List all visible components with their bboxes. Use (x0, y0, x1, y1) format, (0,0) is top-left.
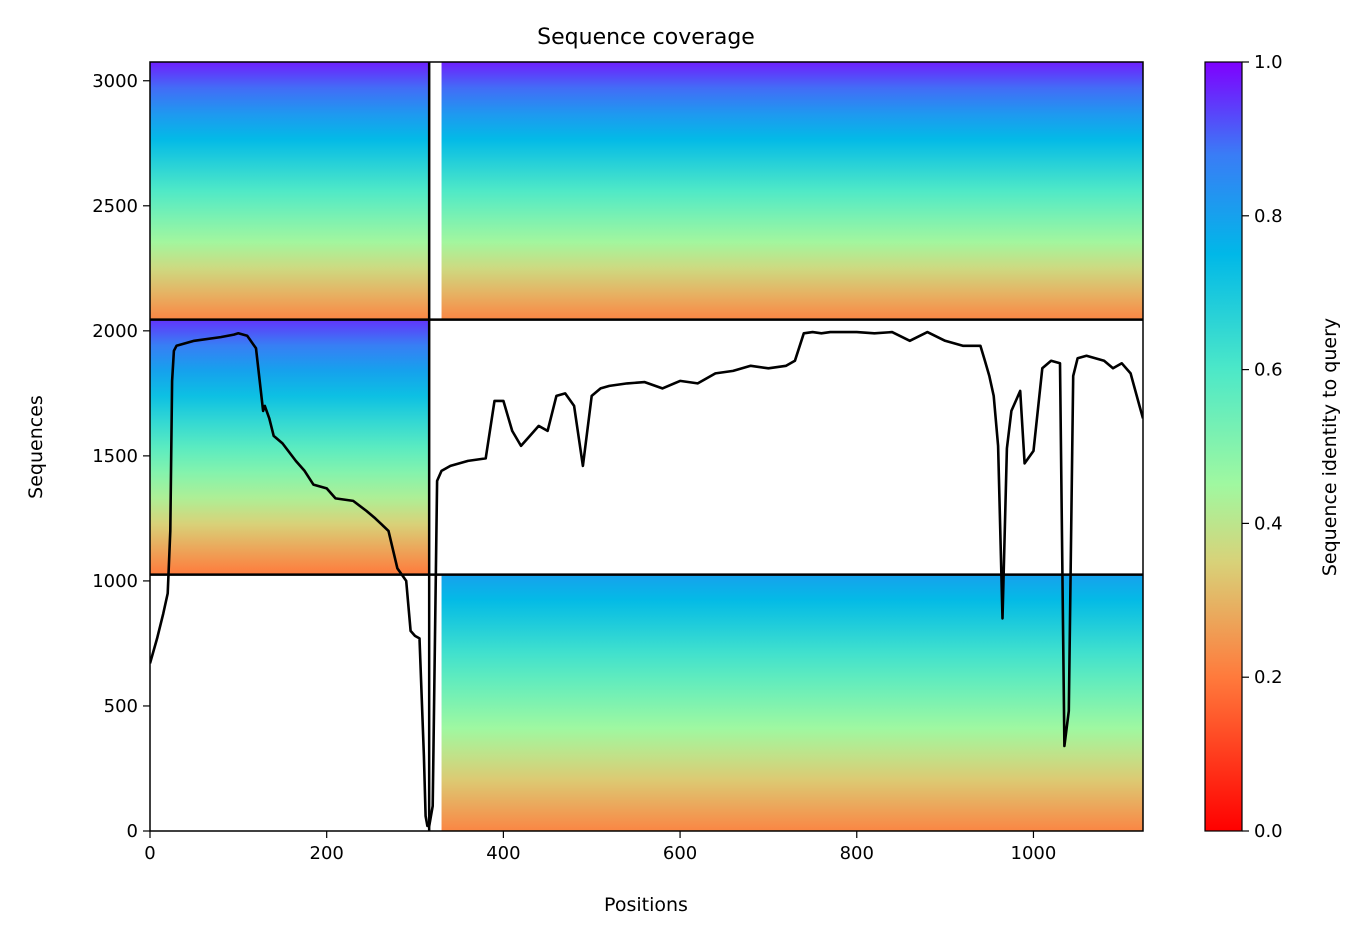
x-tick-label: 200 (310, 843, 344, 864)
plot-frame (149, 61, 1144, 832)
y-axis: 0 500 1000 1500 2000 2500 3000 (92, 71, 150, 842)
x-axis-label: Positions (604, 894, 688, 916)
colorbar-tick-label: 1.0 (1254, 52, 1283, 73)
colorbar-tick-label: 0.0 (1254, 821, 1283, 842)
block-mid-left (150, 319, 430, 575)
chart-title: Sequence coverage (537, 25, 755, 50)
y-tick-label: 2000 (92, 321, 138, 342)
colorbar-tick-label: 0.2 (1254, 667, 1283, 688)
y-tick-label: 500 (104, 696, 138, 717)
x-tick-label: 600 (663, 843, 697, 864)
x-tick-label: 0 (144, 843, 155, 864)
block-top-right (441, 62, 1143, 320)
x-tick-label: 1000 (1011, 843, 1057, 864)
y-tick-label: 1000 (92, 571, 138, 592)
colorbar: 0.0 0.2 0.4 0.6 0.8 1.0 Sequence identity to … (1204, 52, 1341, 842)
block-top-left (150, 62, 430, 320)
colorbar-tick-label: 0.8 (1254, 206, 1283, 227)
y-tick-label: 0 (127, 821, 138, 842)
y-axis-label: Sequences (25, 395, 47, 499)
x-tick-label: 400 (486, 843, 520, 864)
plot-area (149, 61, 1144, 832)
x-tick-label: 800 (840, 843, 874, 864)
y-tick-label: 3000 (92, 71, 138, 92)
colorbar-tick-label: 0.4 (1254, 513, 1283, 534)
colorbar-label: Sequence identity to query (1319, 318, 1341, 576)
colorbar-gradient (1204, 61, 1243, 832)
coverage-line (150, 330, 1143, 828)
y-tick-label: 2500 (92, 196, 138, 217)
x-axis: 0 200 400 600 800 1000 (144, 831, 1056, 864)
block-bottom-right (441, 574, 1143, 831)
colorbar-tick-label: 0.6 (1254, 360, 1283, 381)
y-tick-label: 1500 (92, 446, 138, 467)
